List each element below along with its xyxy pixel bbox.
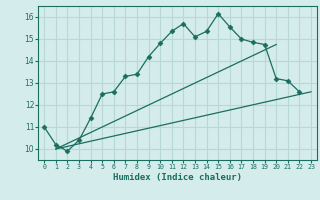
X-axis label: Humidex (Indice chaleur): Humidex (Indice chaleur)	[113, 173, 242, 182]
